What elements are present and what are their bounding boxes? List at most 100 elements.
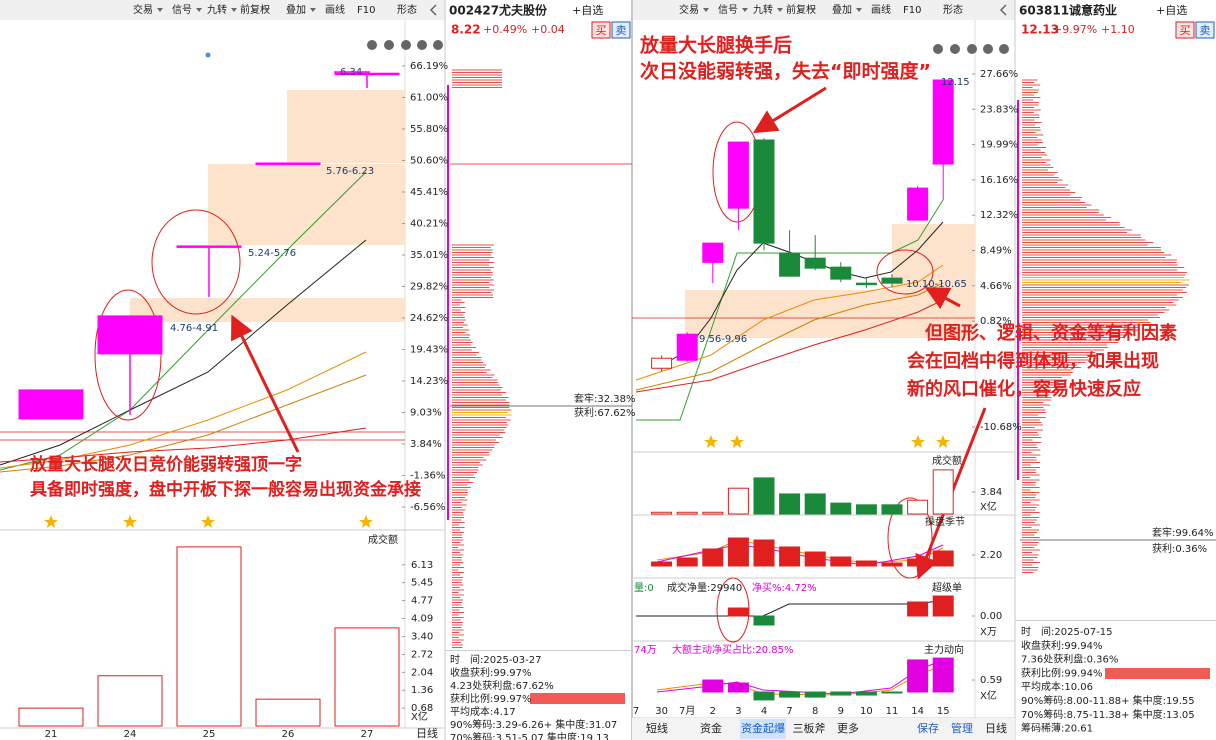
unit-label: X万 [980,627,997,638]
dropdown-caret [157,8,163,12]
period-tab[interactable]: 日线 [985,721,1007,735]
icon [999,44,1009,54]
x-tick-label: 9 [838,706,844,717]
buy-button[interactable]: 买 [596,24,607,37]
candle-body [907,187,929,221]
toolbar-item[interactable]: 形态 [943,3,963,16]
y-tick-label: 9.03% [410,407,442,418]
action-button[interactable]: 管理 [951,721,973,735]
period-tab[interactable]: 日线 [416,726,438,740]
star [359,515,373,528]
candle-body [334,72,400,76]
stock-name: 诚意药业 [1069,3,1117,18]
annotation: 新的风口催化，容易快速反应 [907,378,1141,400]
highlight-ellipse [716,577,750,643]
x-tick-label: 7 [633,706,639,717]
toolbar-item[interactable]: 叠加 [832,4,852,16]
y-tick-label: 12.32% [980,210,1018,221]
icon [967,44,977,54]
tab[interactable]: 更多 [837,721,859,735]
candle-body [855,282,877,286]
indicator-label: 大额主动净买占比:20.85% [672,643,794,656]
toolbar-item[interactable]: 叠加 [286,4,306,16]
indicator-bar [727,487,749,515]
y-tick-label: 24.62% [410,313,448,324]
indicator-bar [907,499,929,515]
range-label: 9.56-9.96 [699,334,747,345]
y-tick-label: 55.80% [410,124,448,135]
watch-button[interactable]: +自选 [1156,4,1187,17]
chip-profit: 获利:67.62% [574,407,636,419]
star [936,435,950,448]
indicator-bar [651,561,673,567]
y-tick-label: 23.83% [980,104,1018,115]
indicator-bar [702,548,724,567]
highlight-ellipse [876,249,934,295]
x-tick-label: 8 [812,706,818,717]
range-label: 5.76-6.23 [326,166,374,177]
chip-info: 获利比例:99.94% [1021,666,1103,679]
ma-line [0,239,367,466]
dropdown-caret [264,8,270,12]
buy-button[interactable]: 买 [1180,24,1191,37]
chip-profit: 获利:0.36% [1152,543,1207,555]
candle-body [18,389,84,420]
signal-stars [44,435,950,528]
indicator-bar [881,562,903,567]
ma-line [636,199,944,421]
toolbar-item[interactable]: 信号 [718,4,738,16]
ma-line [0,374,367,473]
x-tick-label: 26 [282,729,295,740]
chip-info: 70%筹码:8.75-11.38+ 集中度:13.05 [1021,708,1195,721]
toolbar-item[interactable]: 交易 [679,3,699,16]
toolbar-item[interactable]: 形态 [397,3,417,16]
toolbar-item[interactable]: 九转 [207,3,227,16]
tab[interactable]: 资金 [700,721,722,735]
sell-button[interactable]: 卖 [1200,24,1211,37]
range-label: 5.24-5.76 [248,248,296,259]
y-tick-label: 19.99% [980,140,1018,151]
toolbar-item[interactable]: F10 [903,5,921,16]
tab[interactable]: 短线 [646,721,668,735]
toolbar-item[interactable]: 交易 [133,3,153,16]
indicator-bar [932,550,954,567]
icon [417,40,427,50]
volume-bar [334,627,400,727]
sell-button[interactable]: 卖 [616,24,627,37]
y-tick-label: 5.45 [411,578,433,589]
indicator-curve [636,599,944,617]
x-tick-label: 21 [45,729,58,740]
tab[interactable]: 三板斧 [793,721,826,735]
y-tick-label: -10.68% [980,422,1022,433]
range-label: 10.10-10.65 [906,279,967,290]
toolbar-item[interactable]: 画线 [871,3,891,16]
toolbar-item[interactable]: 信号 [172,4,192,16]
toolbar-item[interactable]: F10 [357,5,375,16]
toolbar-item[interactable]: 画线 [325,3,345,16]
y-tick-label: 0.59 [980,675,1002,686]
volume-bar [97,675,163,727]
y-tick-label: 6.13 [411,560,433,571]
candle-body [176,245,242,248]
x-tick-label: 4 [761,706,767,717]
y-tick-label: 45.41% [410,187,448,198]
watch-button[interactable]: +自选 [572,4,603,17]
indicator-bar [830,556,852,567]
x-tick-label: 15 [937,706,950,717]
ma-line [635,299,944,393]
tab-bar [632,718,1015,740]
action-button[interactable]: 保存 [917,721,939,735]
y-tick-label: 61.00% [410,92,448,103]
y-tick-label: 29.82% [410,281,448,292]
indicator-bar [932,657,954,693]
tab-active [740,719,786,739]
sell-button [611,21,631,39]
toolbar-item[interactable]: 前复权 [786,3,816,16]
tab[interactable]: 资金起爆 [741,721,785,735]
toolbar-item[interactable]: 九转 [753,3,773,16]
indicator-bar [881,691,903,694]
candle-body [830,266,852,280]
toolbar-item[interactable]: 前复权 [240,3,270,16]
indicator-bar [855,504,877,515]
